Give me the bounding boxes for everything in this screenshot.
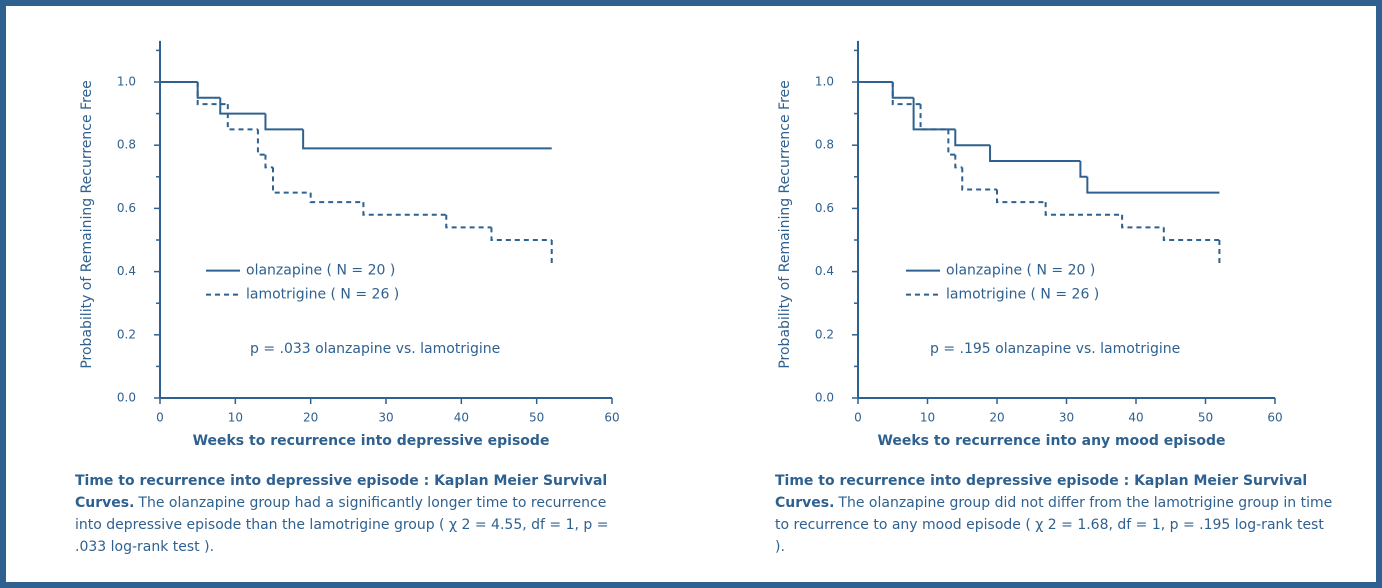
series [160, 81, 553, 266]
y-tick-label: 0.4 [815, 264, 834, 278]
legend-label: olanzapine ( N = 20 ) [246, 263, 395, 279]
annotation: p = .033 olanzapine vs. lamotrigine [250, 341, 500, 357]
survival-step [196, 82, 228, 106]
y-tick-label: 0.2 [117, 327, 136, 341]
caption-title: Time to recurrence into depressive episo… [75, 473, 608, 511]
survival-step [891, 82, 921, 106]
survival-step [1079, 161, 1088, 178]
y-axis-label: Probability of Remaining Recurrence Free [79, 80, 95, 368]
x-tick-label: 50 [529, 411, 544, 425]
legend-label: lamotrigine ( N = 26 ) [246, 287, 399, 303]
y-tick-label: 0.2 [815, 327, 834, 341]
x-tick-label: 20 [303, 411, 318, 425]
legend-label: lamotrigine ( N = 26 ) [946, 287, 1099, 303]
y-tick-label: 0.0 [815, 391, 834, 405]
y-tick-label: 0.8 [117, 138, 136, 152]
caption-text: The olanzapine group did not differ from… [775, 495, 1333, 555]
y-tick-label: 0.8 [815, 138, 834, 152]
caption: Time to recurrence into depressive episo… [775, 470, 1335, 558]
x-tick-label: 40 [1128, 411, 1143, 425]
survival-step [445, 214, 492, 229]
x-tick-label: 40 [454, 411, 469, 425]
annotation: p = .195 olanzapine vs. lamotrigine [930, 341, 1180, 357]
caption-title: Time to recurrence into depressive episo… [775, 473, 1308, 511]
y-tick-label: 1.0 [815, 75, 834, 89]
x-tick-label: 30 [378, 411, 393, 425]
x-tick-label: 10 [920, 411, 935, 425]
survival-step [362, 202, 447, 216]
y-tick-label: 0.6 [815, 201, 834, 215]
x-tick-label: 50 [1198, 411, 1213, 425]
survival-step [302, 129, 552, 150]
survival-step [196, 82, 221, 99]
x-tick-label: 0 [854, 411, 862, 425]
survival-step [219, 97, 266, 115]
survival-step [1086, 176, 1220, 194]
survival-step [264, 113, 304, 131]
caption-text: The olanzapine group had a significantly… [75, 495, 609, 555]
y-tick-label: 0.0 [117, 391, 136, 405]
series [858, 81, 1221, 266]
x-tick-label: 60 [604, 411, 619, 425]
y-tick-label: 0.6 [117, 201, 136, 215]
y-axis-label: Probability of Remaining Recurrence Free [777, 80, 793, 368]
x-tick-label: 60 [1267, 411, 1282, 425]
survival-step [954, 129, 991, 147]
x-axis-label: Weeks to recurrence into any mood episod… [877, 433, 1225, 449]
survival-step [989, 145, 1081, 162]
legend-label: olanzapine ( N = 20 ) [946, 263, 1095, 279]
survival-step [891, 82, 914, 99]
x-tick-label: 30 [1059, 411, 1074, 425]
survival-step [256, 129, 266, 156]
x-tick-label: 0 [156, 411, 164, 425]
x-tick-label: 10 [228, 411, 243, 425]
y-tick-label: 0.4 [117, 264, 136, 278]
survival-step [1162, 227, 1220, 241]
x-tick-label: 20 [989, 411, 1004, 425]
survival-step [226, 104, 258, 131]
survival-step [309, 192, 364, 204]
survival-step [954, 154, 963, 169]
caption: Time to recurrence into depressive episo… [75, 470, 635, 558]
survival-step [264, 154, 273, 169]
survival-step [947, 129, 956, 156]
y-tick-label: 1.0 [117, 75, 136, 89]
survival-step [1044, 202, 1123, 216]
survival-step [1121, 214, 1164, 229]
survival-step [996, 189, 1046, 204]
x-axis-label: Weeks to recurrence into depressive epis… [193, 433, 550, 449]
survival-step [490, 227, 552, 241]
survival-step [961, 167, 997, 191]
